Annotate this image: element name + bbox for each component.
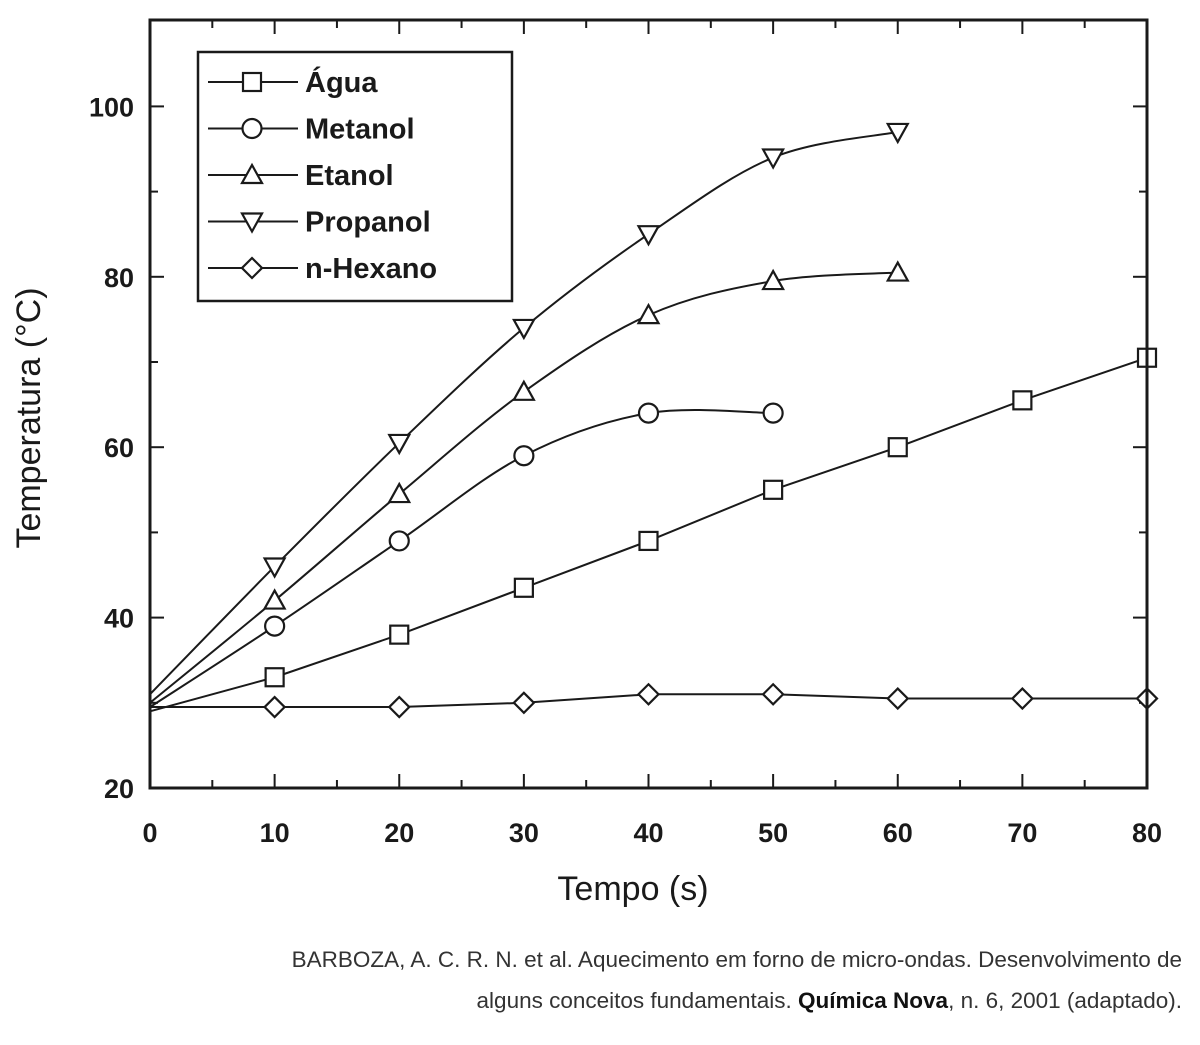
data-point-metanol [637, 402, 660, 424]
data-point-propanol [885, 122, 910, 145]
x-axis-title: Tempo (s) [557, 870, 708, 908]
series-line-metanol [149, 408, 774, 708]
data-point-propanol [387, 433, 412, 456]
data-point-n-hexano [263, 695, 287, 719]
legend-marker-agua [241, 71, 263, 93]
x-tick-label: 70 [1007, 818, 1037, 848]
citation-line-1: BARBOZA, A. C. R. N. et al. Aquecimento … [291, 947, 1182, 972]
y-tick-label: 100 [89, 92, 134, 122]
legend-label-metanol: Metanol [305, 114, 415, 146]
legend-label-propanol: Propanol [305, 207, 431, 239]
data-point-n-hexano [387, 695, 411, 719]
plot-frame [148, 18, 1149, 790]
x-tick-label: 20 [384, 818, 414, 848]
x-tick-label: 30 [509, 818, 539, 848]
y-tick-label: 40 [104, 604, 134, 634]
source-citation: BARBOZA, A. C. R. N. et al. Aquecimento … [292, 947, 1182, 973]
data-point-etanol [387, 481, 412, 504]
x-tick-label: 80 [1132, 818, 1162, 848]
legend-marker-metanol [241, 117, 263, 140]
data-point-agua [513, 577, 534, 598]
x-tick-label: 50 [758, 818, 788, 848]
data-point-n-hexano [761, 682, 785, 706]
data-point-n-hexano [886, 686, 910, 711]
data-point-n-hexano [636, 682, 661, 706]
data-point-agua [264, 667, 285, 688]
data-point-propanol [636, 225, 661, 247]
x-tick-label: 0 [142, 818, 157, 848]
y-tick-label: 20 [104, 774, 134, 804]
x-tick-label: 60 [883, 818, 913, 848]
data-point-metanol [513, 445, 535, 467]
data-point-agua [887, 437, 908, 458]
data-point-agua [389, 624, 410, 645]
data-point-etanol [885, 260, 910, 282]
legend-label-n-hexano: n-Hexano [305, 253, 437, 285]
data-point-metanol [264, 615, 286, 637]
data-point-agua [638, 530, 659, 552]
source-citation-line-2: alguns conceitos fundamentais. Química N… [477, 988, 1182, 1014]
y-tick-label: 80 [104, 263, 134, 293]
legend-label-etanol: Etanol [305, 160, 394, 192]
legend-marker-n-hexano [240, 256, 264, 280]
data-point-metanol [388, 530, 410, 552]
data-point-agua [1012, 390, 1033, 411]
data-point-etanol [636, 302, 661, 325]
y-tick-label: 60 [104, 433, 134, 463]
data-point-etanol [761, 268, 785, 291]
x-tick-label: 40 [633, 818, 663, 848]
data-point-propanol [761, 148, 785, 170]
journal-name: Química Nova [798, 988, 949, 1013]
series-markers [262, 122, 1159, 719]
data-point-metanol [762, 402, 784, 424]
data-point-agua [763, 479, 784, 500]
data-point-etanol [512, 379, 536, 401]
legend-label-agua: Água [305, 65, 378, 99]
data-point-propanol [262, 557, 287, 579]
legend: Água Metanol Etanol Propanol n-Hexano [196, 50, 514, 303]
data-point-n-hexano [1010, 686, 1034, 711]
y-axis-title: Temperatura (°C) [10, 287, 48, 548]
data-point-etanol [262, 588, 287, 610]
citation-details: , n. 6, 2001 (adaptado). [948, 988, 1182, 1013]
legend-marker-propanol [240, 212, 264, 234]
axis-ticks: 0 10 20 30 40 50 60 70 80 20 40 60 80 100 [89, 20, 1162, 848]
data-point-propanol [512, 318, 536, 341]
data-point-n-hexano [512, 691, 536, 715]
x-tick-label: 10 [260, 818, 290, 848]
citation-text: alguns conceitos fundamentais. [476, 988, 792, 1013]
temperature-line-chart: 0 10 20 30 40 50 60 70 80 20 40 60 80 100 Água Metanol… [10, 18, 1162, 908]
legend-marker-etanol [240, 162, 264, 185]
